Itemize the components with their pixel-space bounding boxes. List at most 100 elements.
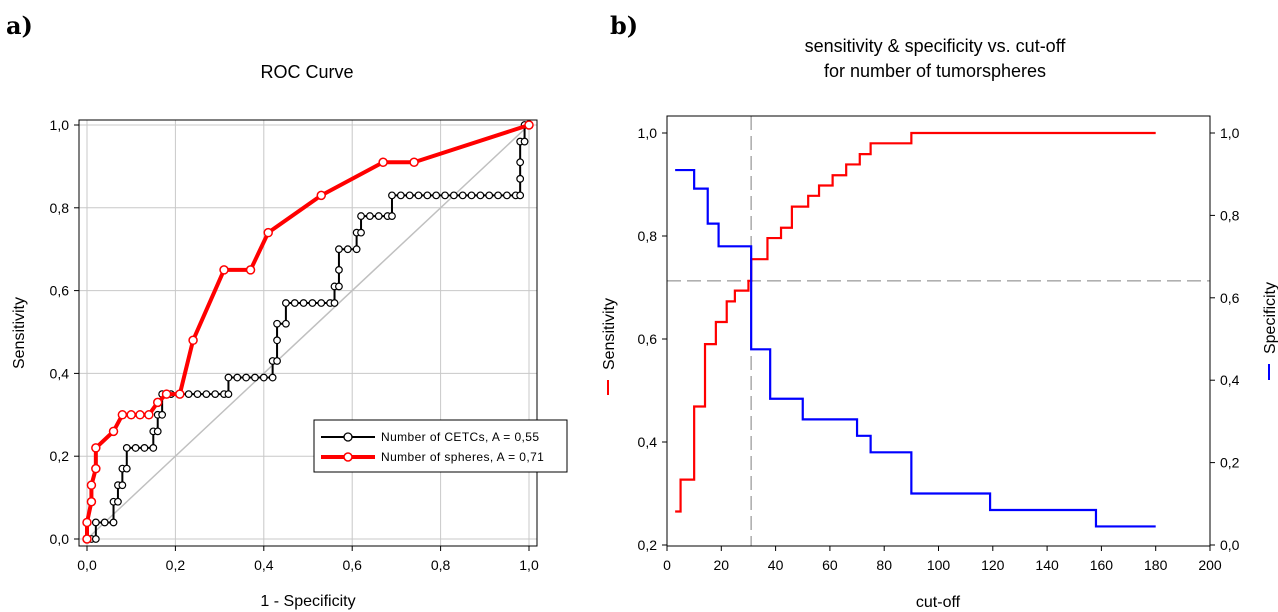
roc-point-spheres [175,389,185,399]
roc-y-tick-label: 0,2 [50,448,70,464]
roc-point-spheres [135,410,145,420]
roc-reference-line [86,124,530,540]
cutoff-x-tick-label: 40 [768,557,784,573]
roc-ticks: 0,0 0,2 0,4 0,6 0,8 1,0 0,0 0,2 0,4 0,6 0,8 1,0 [50,117,539,573]
roc-x-tick-label: 1,0 [519,557,539,573]
roc-point-cetcs [458,191,467,200]
cutoff-guide-lines [667,116,1210,546]
cutoff-y-axis-label: Sensitivity [601,298,618,370]
roc-series [82,120,534,544]
roc-point-cetcs [242,373,251,382]
roc-point-cetcs [485,191,494,200]
roc-point-cetcs [224,373,233,382]
sensitivity-step-line [675,131,1156,513]
roc-legend-box [313,419,568,473]
roc-point-cetcs [423,191,432,200]
roc-point-spheres [378,157,388,168]
roc-y-axis-label: Sensitivity [11,297,28,369]
roc-point-cetcs [100,518,109,527]
roc-point-spheres [263,227,273,238]
roc-point-cetcs [158,410,167,419]
cutoff-y-right-tick-label: 0,8 [1220,207,1240,223]
roc-x-tick-label: 0,6 [342,557,362,573]
cutoff-right-axis-label-group: Specificity [1262,282,1278,380]
cutoff-y-right-tick-label: 0,0 [1220,537,1240,553]
roc-point-spheres [117,410,128,420]
cutoff-y-tick-label: 0,6 [638,331,658,347]
roc-point-cetcs [357,228,365,237]
roc-point-cetcs [184,390,193,399]
roc-point-cetcs [374,212,383,220]
roc-point-cetcs [405,191,414,200]
roc-point-cetcs [335,245,343,254]
roc-point-cetcs [91,518,100,527]
roc-point-cetcs [211,390,220,399]
roc-point-cetcs [308,299,317,307]
roc-point-cetcs [273,336,281,345]
roc-point-spheres [91,443,101,453]
cutoff-y-tick-label: 0,2 [638,537,658,553]
roc-series-spheres [82,120,534,544]
cutoff-chart-title: sensitivity & specificity vs. cut-off [805,36,1067,56]
roc-point-cetcs [299,299,308,307]
roc-point-cetcs [441,191,449,200]
roc-point-cetcs [330,299,339,307]
roc-panel: a) ROC Curve 0,0 0,2 0,4 0,6 0,8 1,0 0,0 0,2 0,4… [6,11,568,610]
cutoff-x-tick-label: 60 [822,557,838,573]
roc-x-tick-label: 0,4 [254,557,274,573]
roc-point-cetcs [414,191,423,200]
cutoff-y-right-axis-label: Specificity [1262,282,1278,354]
roc-y-tick-label: 0,0 [50,531,70,547]
roc-legend: Number of CETCs, A = 0,55 Number of sphe… [313,419,568,473]
roc-point-spheres [316,190,327,201]
panel-b-label: b) [610,11,638,40]
roc-point-spheres [82,534,92,544]
roc-x-axis-label: 1 - Specificity [260,593,355,610]
roc-point-cetcs [317,299,326,307]
cutoff-x-tick-label: 120 [981,557,1005,573]
cutoff-y-tick-label: 1,0 [638,125,658,141]
roc-point-spheres [161,389,172,399]
legend-spheres-marker [343,452,353,462]
roc-point-cetcs [233,373,242,382]
roc-line-spheres [85,123,530,539]
roc-point-cetcs [516,158,525,167]
roc-point-cetcs [114,497,122,506]
roc-point-cetcs [153,427,162,436]
cutoff-x-tick-label: 80 [876,557,892,573]
roc-point-cetcs [273,357,281,365]
roc-point-spheres [524,120,534,130]
roc-point-cetcs [516,174,525,183]
specificity-step-line [675,168,1156,528]
roc-y-tick-label: 1,0 [50,117,70,133]
roc-line-cetcs [87,124,529,540]
cutoff-panel: b) sensitivity & specificity vs. cut-off… [601,11,1278,611]
roc-point-spheres [82,517,92,528]
cutoff-x-tick-label: 0 [663,557,671,573]
roc-point-cetcs [273,319,281,328]
roc-point-cetcs [91,535,100,543]
roc-point-cetcs [343,245,352,254]
cutoff-series [675,131,1156,528]
roc-point-spheres [245,265,256,275]
roc-point-cetcs [476,191,485,200]
roc-point-spheres [126,410,136,420]
cutoff-x-tick-label: 180 [1144,557,1168,573]
roc-point-cetcs [352,245,361,254]
roc-point-spheres [86,496,97,507]
roc-point-cetcs [202,390,211,399]
roc-y-tick-label: 0,8 [50,200,70,216]
roc-point-cetcs [365,212,374,220]
cutoff-chart-subtitle: for number of tumorspheres [824,61,1046,81]
roc-x-tick-label: 0,0 [77,557,97,573]
roc-point-cetcs [396,191,405,200]
roc-point-spheres [108,426,119,437]
roc-x-tick-label: 0,8 [431,557,451,573]
roc-point-cetcs [335,282,343,291]
legend-cetcs-label: Number of CETCs, A = 0,55 [381,430,539,444]
roc-point-cetcs [118,481,127,490]
cutoff-y-tick-label: 0,4 [638,434,658,450]
cutoff-plot-frame [666,115,1211,547]
roc-chart-title: ROC Curve [260,62,353,82]
